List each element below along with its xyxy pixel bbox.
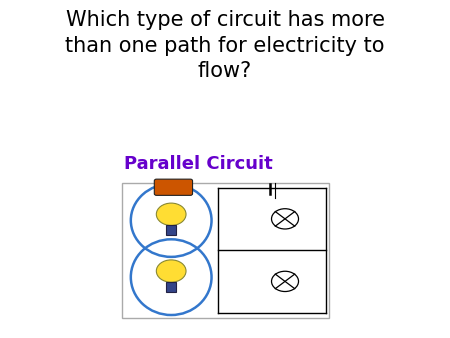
Circle shape [156,203,186,225]
FancyBboxPatch shape [166,282,176,292]
Circle shape [156,260,186,282]
FancyBboxPatch shape [166,225,176,235]
Circle shape [271,209,298,229]
FancyBboxPatch shape [122,183,328,318]
Text: Which type of circuit has more
than one path for electricity to
flow?: Which type of circuit has more than one … [65,10,385,81]
Circle shape [271,271,298,291]
Text: Parallel Circuit: Parallel Circuit [124,155,272,173]
FancyBboxPatch shape [154,179,193,195]
